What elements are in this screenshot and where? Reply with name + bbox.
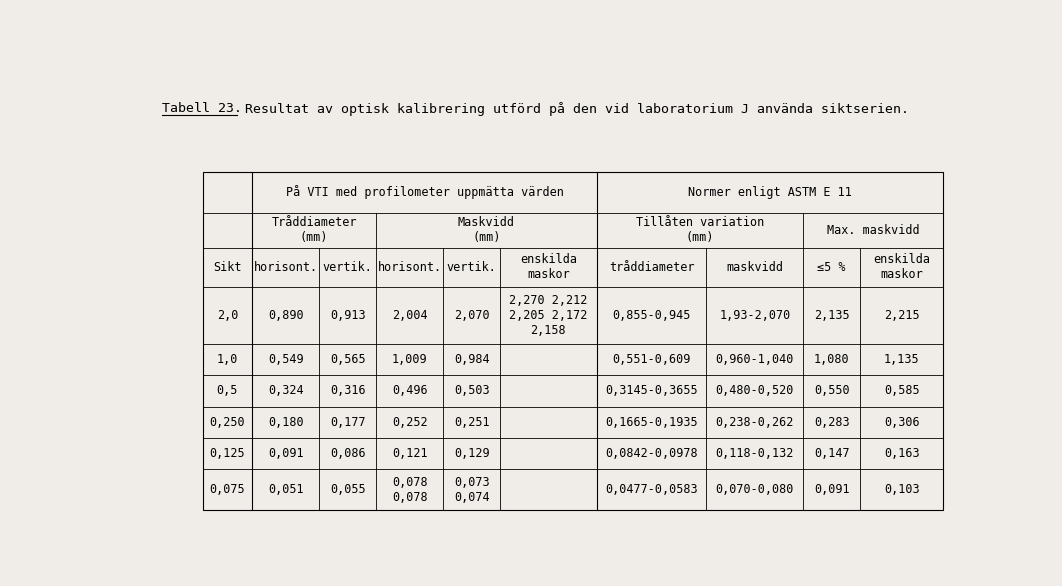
Text: 0,585: 0,585	[884, 384, 920, 397]
Text: 2,070: 2,070	[453, 309, 490, 322]
Text: 1,93-2,070: 1,93-2,070	[719, 309, 790, 322]
Text: 0,550: 0,550	[813, 384, 850, 397]
Text: 0,324: 0,324	[268, 384, 304, 397]
Text: 0,163: 0,163	[884, 447, 920, 460]
Text: 0,252: 0,252	[392, 415, 428, 429]
Text: 0,177: 0,177	[330, 415, 365, 429]
Text: 0,551-0,609: 0,551-0,609	[613, 353, 691, 366]
Text: 1,0: 1,0	[217, 353, 238, 366]
Text: 0,070-0,080: 0,070-0,080	[716, 483, 794, 496]
Text: Tråddiameter
(mm): Tråddiameter (mm)	[271, 216, 357, 244]
Text: 0,086: 0,086	[330, 447, 365, 460]
Text: Normer enligt ASTM E 11: Normer enligt ASTM E 11	[688, 186, 852, 199]
Text: 1,009: 1,009	[392, 353, 428, 366]
Text: 0,913: 0,913	[330, 309, 365, 322]
Text: 1,080: 1,080	[813, 353, 850, 366]
Text: 0,075: 0,075	[209, 483, 245, 496]
Text: 2,270 2,212
2,205 2,172
2,158: 2,270 2,212 2,205 2,172 2,158	[509, 294, 587, 337]
Text: 0,960-1,040: 0,960-1,040	[716, 353, 794, 366]
Text: Max. maskvidd: Max. maskvidd	[827, 224, 920, 237]
Text: 0,250: 0,250	[209, 415, 245, 429]
Text: 0,125: 0,125	[209, 447, 245, 460]
Text: 0,503: 0,503	[453, 384, 490, 397]
Text: vertik.: vertik.	[447, 261, 497, 274]
Text: 0,984: 0,984	[453, 353, 490, 366]
Text: Tabell 23.: Tabell 23.	[161, 102, 241, 115]
Text: 0,121: 0,121	[392, 447, 428, 460]
Text: 0,051: 0,051	[268, 483, 304, 496]
Text: 0,091: 0,091	[813, 483, 850, 496]
Text: 0,147: 0,147	[813, 447, 850, 460]
Text: Maskvidd
(mm): Maskvidd (mm)	[458, 216, 515, 244]
Text: horisont.: horisont.	[254, 261, 318, 274]
Text: 0,0842-0,0978: 0,0842-0,0978	[605, 447, 698, 460]
Text: 2,0: 2,0	[217, 309, 238, 322]
Text: 0,103: 0,103	[884, 483, 920, 496]
Text: 0,238-0,262: 0,238-0,262	[716, 415, 794, 429]
Text: enskilda
maskor: enskilda maskor	[520, 253, 577, 281]
Text: 0,283: 0,283	[813, 415, 850, 429]
Text: horisont.: horisont.	[378, 261, 442, 274]
Text: tråddiameter: tråddiameter	[609, 261, 695, 274]
Text: 2,004: 2,004	[392, 309, 428, 322]
Text: 0,496: 0,496	[392, 384, 428, 397]
Text: maskvidd: maskvidd	[726, 261, 784, 274]
Text: 1,135: 1,135	[884, 353, 920, 366]
Text: 0,129: 0,129	[453, 447, 490, 460]
Text: 2,135: 2,135	[813, 309, 850, 322]
Text: 0,565: 0,565	[330, 353, 365, 366]
Text: 0,1665-0,1935: 0,1665-0,1935	[605, 415, 698, 429]
Text: 0,0477-0,0583: 0,0477-0,0583	[605, 483, 698, 496]
Text: 0,118-0,132: 0,118-0,132	[716, 447, 794, 460]
Text: enskilda
maskor: enskilda maskor	[873, 253, 930, 281]
Text: 0,180: 0,180	[268, 415, 304, 429]
Text: ≤5 %: ≤5 %	[818, 261, 846, 274]
Text: 0,890: 0,890	[268, 309, 304, 322]
Text: 0,480-0,520: 0,480-0,520	[716, 384, 794, 397]
Text: 0,316: 0,316	[330, 384, 365, 397]
Text: 0,549: 0,549	[268, 353, 304, 366]
Text: 0,073
0,074: 0,073 0,074	[453, 476, 490, 504]
Text: 0,078
0,078: 0,078 0,078	[392, 476, 428, 504]
Text: 0,091: 0,091	[268, 447, 304, 460]
Text: 0,5: 0,5	[217, 384, 238, 397]
Text: 0,306: 0,306	[884, 415, 920, 429]
Text: 0,3145-0,3655: 0,3145-0,3655	[605, 384, 698, 397]
Text: Sikt: Sikt	[213, 261, 242, 274]
Text: 2,215: 2,215	[884, 309, 920, 322]
Text: På VTI med profilometer uppmätta värden: På VTI med profilometer uppmätta värden	[286, 185, 564, 199]
Text: vertik.: vertik.	[323, 261, 373, 274]
Text: Resultat av optisk kalibrering utförd på den vid laboratorium J använda siktseri: Resultat av optisk kalibrering utförd på…	[237, 102, 909, 116]
Text: 0,055: 0,055	[330, 483, 365, 496]
Text: Tillåten variation
(mm): Tillåten variation (mm)	[636, 216, 765, 244]
Text: 0,251: 0,251	[453, 415, 490, 429]
Text: 0,855-0,945: 0,855-0,945	[613, 309, 691, 322]
